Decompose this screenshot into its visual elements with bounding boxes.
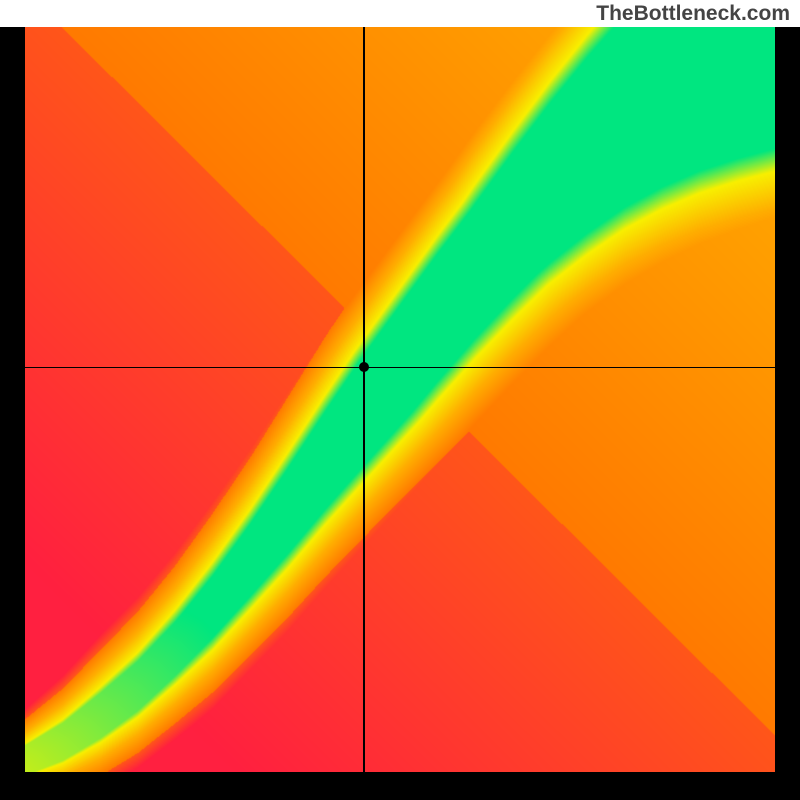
heatmap-canvas xyxy=(25,27,775,772)
crosshair-vertical xyxy=(363,27,364,772)
crosshair-horizontal xyxy=(25,367,775,368)
chart-container: TheBottleneck.com xyxy=(0,0,800,800)
crosshair-dot xyxy=(359,362,369,372)
plot-area xyxy=(25,27,775,772)
watermark-text: TheBottleneck.com xyxy=(596,2,790,26)
